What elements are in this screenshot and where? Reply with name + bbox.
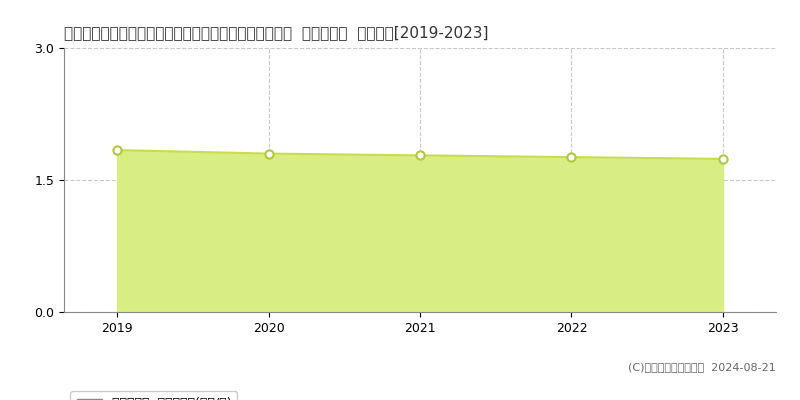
Point <box>414 152 426 158</box>
Text: 岩手県九戸郡洋野町大野第７０地割字狼ケ森２８番５内  基準地価格  地価推移[2019-2023]: 岩手県九戸郡洋野町大野第７０地割字狼ケ森２８番５内 基準地価格 地価推移[201… <box>64 25 489 40</box>
Legend: 基準地価格  平均坪単価(万円/坪): 基準地価格 平均坪単価(万円/坪) <box>70 391 238 400</box>
Point <box>110 147 123 153</box>
Point <box>565 154 578 160</box>
Point <box>262 150 275 157</box>
Text: (C)土地価格ドットコム  2024-08-21: (C)土地価格ドットコム 2024-08-21 <box>628 362 776 372</box>
Point <box>717 156 730 162</box>
